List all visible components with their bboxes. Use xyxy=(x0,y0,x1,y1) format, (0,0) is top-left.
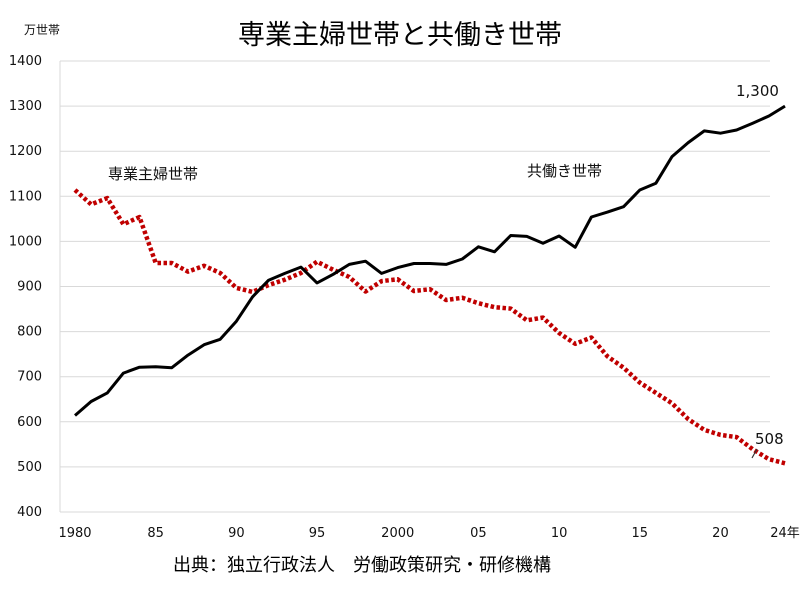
y-tick-label: 800 xyxy=(17,325,42,340)
series-group xyxy=(73,104,786,466)
y-axis-ticks: 400 500 600 700 800 900 1000 1100 1200 1300 1400 xyxy=(9,54,42,520)
x-tick-label: 1980 xyxy=(58,526,91,541)
y-tick-label: 900 xyxy=(17,280,42,295)
grid xyxy=(59,60,770,513)
y-tick-label: 1400 xyxy=(9,54,42,69)
y-tick-label: 400 xyxy=(17,505,42,520)
source-note: 出典：独立行政法人 労働政策研究・研修機構 xyxy=(173,555,551,576)
end-label-dual-income: 1,300 xyxy=(736,82,779,100)
y-tick-label: 1000 xyxy=(9,234,42,249)
x-tick-label: 85 xyxy=(147,526,164,541)
x-tick-label: 90 xyxy=(228,526,245,541)
x-tick-label: 95 xyxy=(309,526,326,541)
x-tick-label: 05 xyxy=(470,526,487,541)
y-tick-label: 700 xyxy=(17,370,42,385)
x-axis-ticks: 1980 85 90 95 2000 05 10 15 20 24年 xyxy=(58,526,799,541)
y-tick-label: 500 xyxy=(17,460,42,475)
y-tick-label: 1300 xyxy=(9,99,42,114)
chart-title: 専業主婦世帯と共働き世帯 xyxy=(238,20,562,51)
series-label-housewife: 専業主婦世帯 xyxy=(108,165,198,183)
y-tick-label: 1100 xyxy=(9,189,42,204)
x-tick-label: 20 xyxy=(712,526,729,541)
end-label-housewife: 508 xyxy=(755,430,784,448)
end-label-leader xyxy=(751,448,758,459)
y-tick-label: 1200 xyxy=(9,144,42,159)
series-label-dual-income: 共働き世帯 xyxy=(527,162,602,180)
series-line-0 xyxy=(73,188,786,466)
x-tick-label: 2000 xyxy=(381,526,414,541)
y-axis-unit: 万世帯 xyxy=(24,23,60,37)
x-tick-label: 15 xyxy=(631,526,648,541)
series-line-1 xyxy=(74,104,786,417)
x-tick-label: 10 xyxy=(551,526,568,541)
y-tick-label: 600 xyxy=(17,415,42,430)
x-tick-label: 24年 xyxy=(770,526,800,541)
